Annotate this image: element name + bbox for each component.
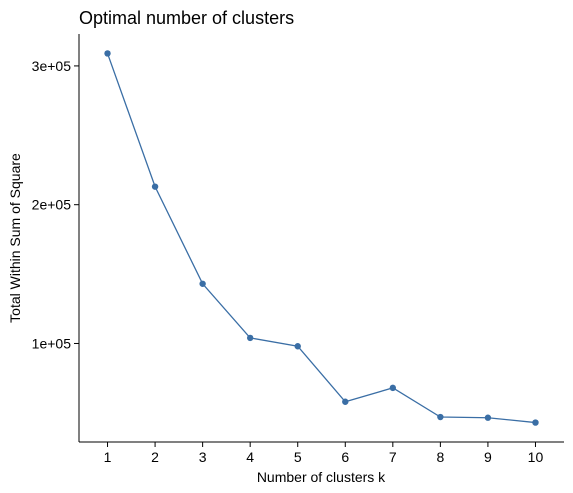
data-point bbox=[104, 50, 111, 57]
x-tick-label: 6 bbox=[341, 449, 349, 465]
data-point bbox=[532, 419, 539, 426]
data-point bbox=[246, 334, 254, 342]
data-point bbox=[199, 280, 206, 287]
x-tick-label: 9 bbox=[484, 449, 492, 465]
x-tick-label: 4 bbox=[246, 449, 254, 465]
x-tick-label: 1 bbox=[104, 449, 112, 465]
data-point bbox=[342, 398, 349, 405]
y-tick-label: 2e+05 bbox=[32, 197, 72, 213]
x-tick-label: 2 bbox=[151, 449, 159, 465]
data-point bbox=[151, 183, 159, 190]
x-tick-label: 3 bbox=[199, 449, 207, 465]
y-tick-label: 1e+05 bbox=[32, 335, 72, 351]
data-point bbox=[389, 384, 397, 392]
x-axis-label: Number of clusters k bbox=[257, 469, 386, 485]
y-tick-label: 3e+05 bbox=[32, 58, 72, 74]
x-tick-label: 10 bbox=[528, 449, 544, 465]
x-tick-label: 8 bbox=[436, 449, 444, 465]
data-point bbox=[484, 414, 492, 421]
data-point bbox=[294, 343, 301, 350]
x-tick-label: 7 bbox=[389, 449, 397, 465]
plot-area: 1 2 3 4 5 6 7 8 9 10 1e+05 2e+05 3e+05 bbox=[32, 34, 564, 465]
data-point bbox=[437, 413, 444, 421]
chart-title: Optimal number of clusters bbox=[79, 8, 294, 28]
x-tick-label: 5 bbox=[294, 449, 302, 465]
y-axis-label: Total Within Sum of Square bbox=[7, 153, 23, 323]
series-line bbox=[106, 53, 536, 424]
